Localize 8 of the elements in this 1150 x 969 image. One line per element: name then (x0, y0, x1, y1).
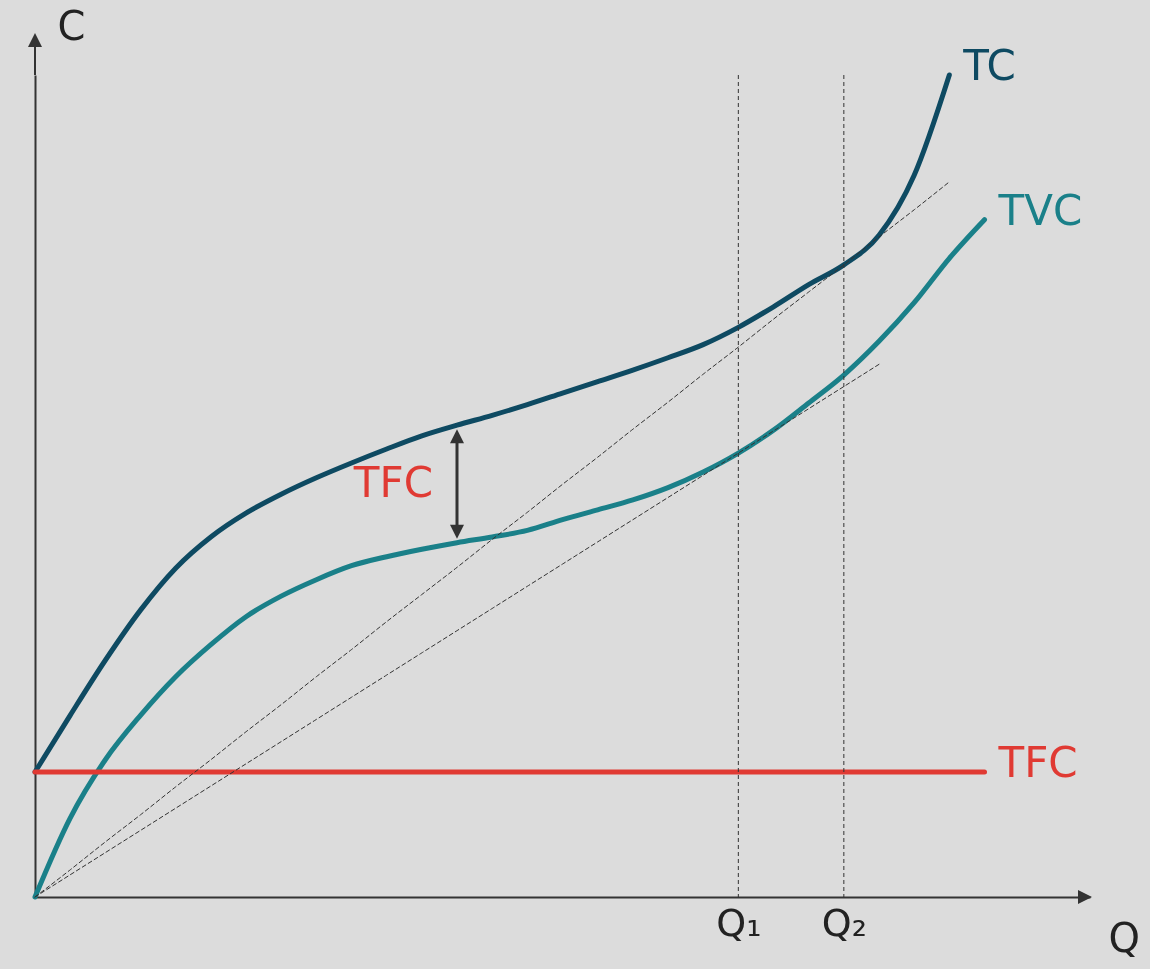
x-tick-label: Q₂ (821, 900, 867, 945)
y-axis-title: C (57, 2, 86, 49)
series-label: TC (962, 41, 1016, 90)
x-tick-label: Q₁ (716, 900, 762, 945)
annotation: TFC (352, 457, 433, 507)
series-label: TFC (997, 738, 1078, 788)
series-label: TVC (997, 185, 1083, 235)
x-axis-title: Q (1108, 914, 1140, 961)
